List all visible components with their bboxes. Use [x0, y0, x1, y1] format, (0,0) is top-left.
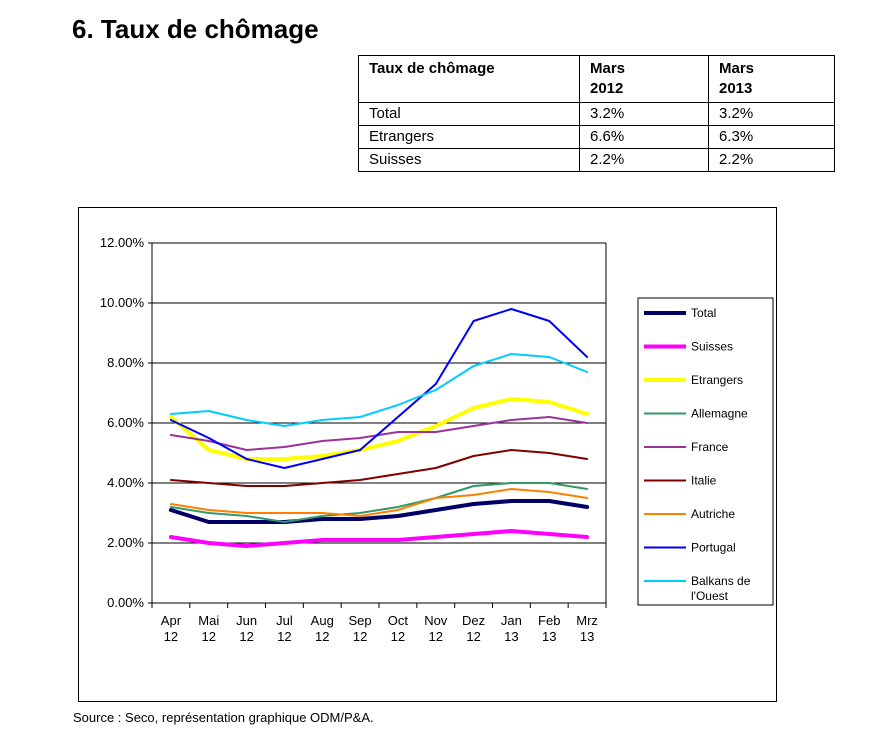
x-tick-label: Jun: [236, 613, 257, 628]
legend-label: l'Ouest: [691, 589, 729, 603]
x-tick-label: 13: [542, 629, 556, 644]
y-tick-label: 0.00%: [107, 595, 144, 610]
table-cell: 2.2%: [579, 148, 709, 172]
table-cell: 2.2%: [708, 148, 835, 172]
table-header-line: Taux de chômage: [369, 60, 495, 77]
table-cell: Suisses: [358, 148, 580, 172]
x-tick-label: 12: [239, 629, 253, 644]
table-cell: Etrangers: [358, 125, 580, 149]
x-tick-label: 13: [504, 629, 518, 644]
x-tick-label: Apr: [161, 613, 182, 628]
series-line-1: [168, 499, 590, 524]
y-tick-label: 2.00%: [107, 535, 144, 550]
source-note: Source : Seco, représentation graphique …: [73, 710, 374, 725]
x-tick-label: 12: [429, 629, 443, 644]
line-chart: 0.00% 2.00% 4.00% 6.00% 8.00% 10.00% 12.00% Apr…: [100, 235, 774, 644]
y-tick-label: 12.00%: [100, 235, 145, 250]
table-header-cell: Mars 2012: [579, 55, 709, 103]
x-tick-label: 12: [202, 629, 216, 644]
x-tick-label: 12: [353, 629, 367, 644]
legend-label: Etrangers: [691, 373, 743, 387]
series-line-7: [169, 488, 589, 517]
x-tick-label: 13: [580, 629, 594, 644]
y-tick-label: 4.00%: [107, 475, 144, 490]
legend-label: Suisses: [691, 340, 733, 354]
unemployment-table: Taux de chômage Mars 2012 Mars 2013 Tota…: [358, 55, 835, 172]
x-tick-label: 12: [315, 629, 329, 644]
table-row: Suisses 2.2% 2.2%: [358, 148, 835, 172]
series-line-8: [169, 308, 589, 469]
table-header-line: Mars: [719, 60, 755, 77]
legend-label: Portugal: [691, 541, 736, 555]
y-tick-label: 10.00%: [100, 295, 145, 310]
x-tick-label: 12: [391, 629, 405, 644]
series-line-5: [169, 416, 589, 451]
x-tick-label: Mrz: [576, 613, 598, 628]
x-tick-label: Dez: [462, 613, 485, 628]
x-tick-label: 12: [466, 629, 480, 644]
x-tick-label: 12: [277, 629, 291, 644]
x-tick-label: Nov: [424, 613, 448, 628]
x-tick-label: 12: [164, 629, 178, 644]
legend-label: Autriche: [691, 507, 735, 521]
y-tick-label: 6.00%: [107, 415, 144, 430]
table-cell: 6.6%: [579, 125, 709, 149]
legend-label: France: [691, 440, 729, 454]
legend-box: [637, 297, 774, 606]
table-header-cell: Taux de chômage: [358, 55, 580, 103]
table-cell: 3.2%: [579, 102, 709, 126]
y-tick-label: 8.00%: [107, 355, 144, 370]
page-title: 6. Taux de chômage: [72, 14, 319, 44]
chart-frame: 0.00% 2.00% 4.00% 6.00% 8.00% 10.00% 12.00% Apr…: [78, 207, 777, 702]
series-line-2: [168, 529, 590, 548]
legend-label: Total: [691, 306, 716, 320]
legend-label: Italie: [691, 474, 717, 488]
table-header-line: Mars: [590, 60, 626, 77]
series-line-6: [169, 449, 589, 487]
x-tick-label: Oct: [388, 613, 409, 628]
legend-label: Allemagne: [691, 407, 748, 421]
legend-label: Balkans de: [691, 574, 751, 588]
x-tick-label: Aug: [311, 613, 334, 628]
table-cell: 3.2%: [708, 102, 835, 126]
x-tick-label: Feb: [538, 613, 560, 628]
x-tick-label: Jul: [276, 613, 293, 628]
table-header-line: 2012: [590, 80, 624, 97]
series-line-4: [169, 482, 589, 523]
table-header-line: 2013: [719, 80, 753, 97]
table-header-row: Taux de chômage Mars 2012 Mars 2013: [358, 55, 835, 103]
series-line-3: [168, 397, 590, 461]
table-header-cell: Mars 2013: [708, 55, 835, 103]
series-line-9: [169, 353, 589, 427]
table-cell: Total: [358, 102, 580, 126]
table-cell: 6.3%: [708, 125, 835, 149]
table-row: Total 3.2% 3.2%: [358, 102, 835, 126]
table-row: Etrangers 6.6% 6.3%: [358, 125, 835, 149]
x-tick-label: Jan: [501, 613, 522, 628]
x-tick-label: Sep: [349, 613, 372, 628]
x-tick-label: Mai: [198, 613, 219, 628]
